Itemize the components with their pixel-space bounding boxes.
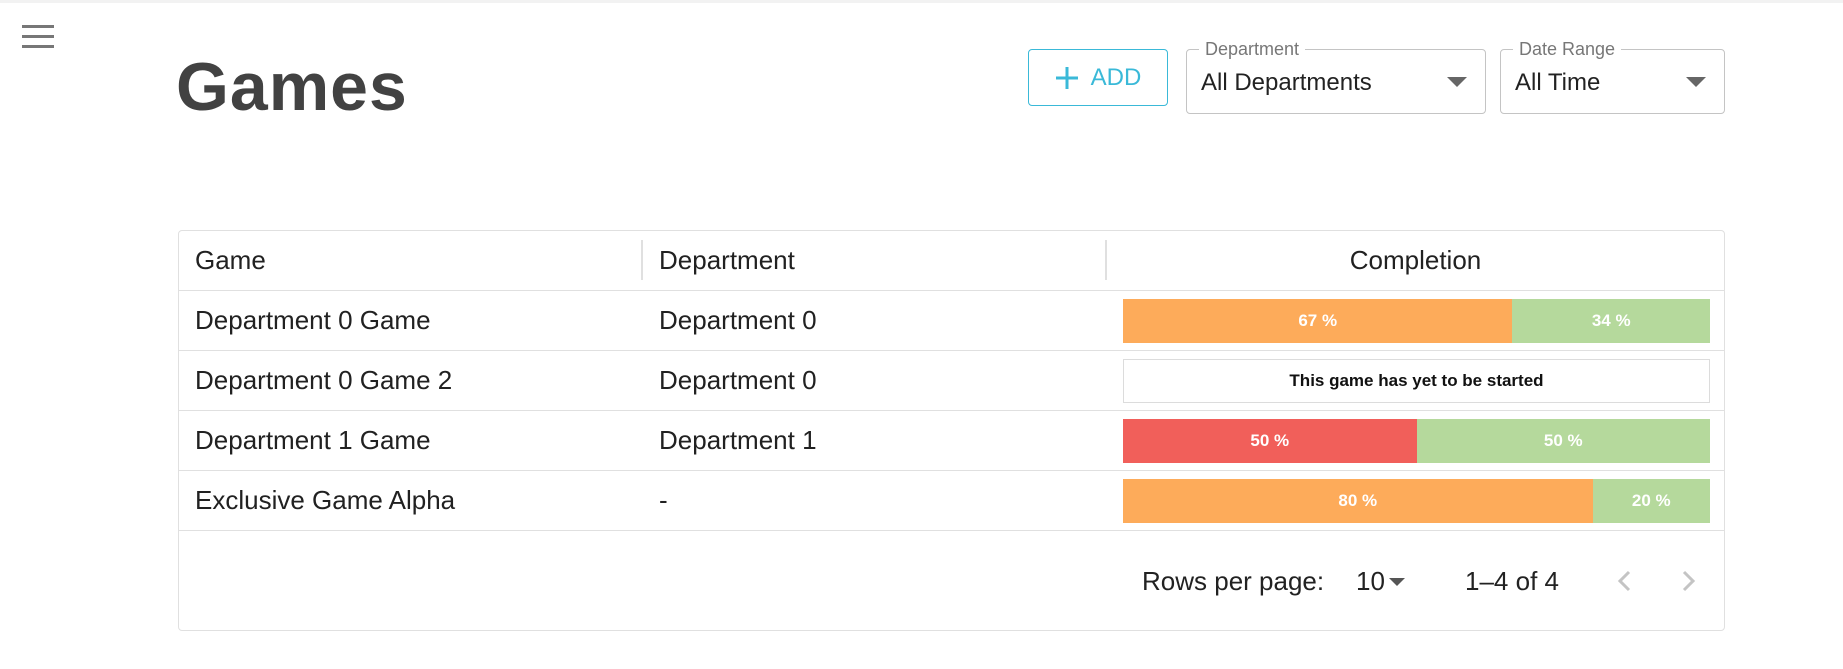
prev-page[interactable]: [1617, 570, 1631, 592]
segment-label: 50 %: [1250, 431, 1290, 450]
game-cell: Exclusive Game Alpha: [195, 485, 456, 515]
dropdown-arrow: [1447, 77, 1467, 87]
table-row: Department 1 Game Department 1 50 % 50 %: [179, 411, 1724, 471]
department-cell: -: [659, 485, 668, 515]
rows-per-page-value[interactable]: 10: [1356, 566, 1385, 596]
game-cell: Department 0 Game: [195, 305, 431, 335]
header-row: Game Department Completion: [179, 231, 1724, 291]
completion-bar: 80 % 20 %: [1123, 479, 1710, 523]
column-header: Game: [179, 240, 643, 280]
completion-segment: 34 %: [1512, 299, 1710, 343]
table-row: Exclusive Game Alpha - 80 % 20 %: [179, 471, 1724, 531]
segment-label: 67 %: [1298, 311, 1338, 330]
department-cell: Department 0: [659, 365, 817, 395]
status-text: This game has yet to be started: [1123, 359, 1710, 403]
plus-icon: [1055, 66, 1078, 89]
segment-label: 34 %: [1591, 311, 1631, 330]
select-value: All Departments: [1201, 69, 1372, 96]
menu-button[interactable]: [22, 25, 54, 49]
game-cell: Department 1 Game: [195, 425, 431, 455]
completion-segment: 67 %: [1123, 299, 1513, 343]
completion-segment: 20 %: [1592, 479, 1710, 523]
next-page[interactable]: [1682, 570, 1696, 592]
rows-per-page-label: Rows per page:: [1142, 566, 1325, 596]
segment-label: 50 %: [1543, 431, 1583, 450]
table-row: Department 0 Game Department 0 67 % 34 %: [179, 291, 1724, 351]
dropdown-arrow: [1686, 77, 1706, 87]
completion-bar: 67 % 34 %: [1123, 299, 1710, 343]
completion-cell: 67 % 34 %: [1107, 291, 1724, 350]
game-cell: Department 0 Game 2: [195, 365, 453, 395]
select-label: Date Range: [1513, 39, 1622, 60]
completion-bar: 50 % 50 %: [1123, 419, 1710, 463]
segment-label: 80 %: [1338, 491, 1378, 510]
add-label: ADD: [1090, 63, 1142, 91]
completion-cell: 80 % 20 %: [1107, 471, 1724, 530]
department-cell: Department 0: [659, 305, 817, 335]
select-label: Department: [1199, 39, 1306, 60]
completion-cell: This game has yet to be started: [1107, 351, 1724, 410]
date-range-select[interactable]: Date Range All Time: [1500, 39, 1725, 114]
department-cell: Department 1: [659, 425, 817, 455]
games-table: Game Department Completion Department 0 Gam…: [178, 230, 1725, 631]
top-bar: [0, 0, 1843, 3]
column-header: Completion: [1349, 245, 1482, 275]
column-header: Department: [643, 240, 1107, 280]
completion-segment: 50 %: [1123, 419, 1417, 463]
table-row: Department 0 Game 2 Department 0 This game…: [179, 351, 1724, 411]
completion-segment: 50 %: [1416, 419, 1710, 463]
completion-segment: 80 %: [1123, 479, 1593, 523]
page-range: 1–4 of 4: [1465, 566, 1559, 596]
select-value: All Time: [1515, 69, 1601, 96]
add-button[interactable]: ADD: [1028, 49, 1168, 106]
segment-label: 20 %: [1631, 491, 1671, 510]
completion-cell: 50 % 50 %: [1107, 411, 1724, 470]
rows-per-page-arrow[interactable]: [1389, 578, 1405, 586]
page-title: Games: [176, 49, 408, 125]
department-select[interactable]: Department All Departments: [1186, 39, 1486, 114]
